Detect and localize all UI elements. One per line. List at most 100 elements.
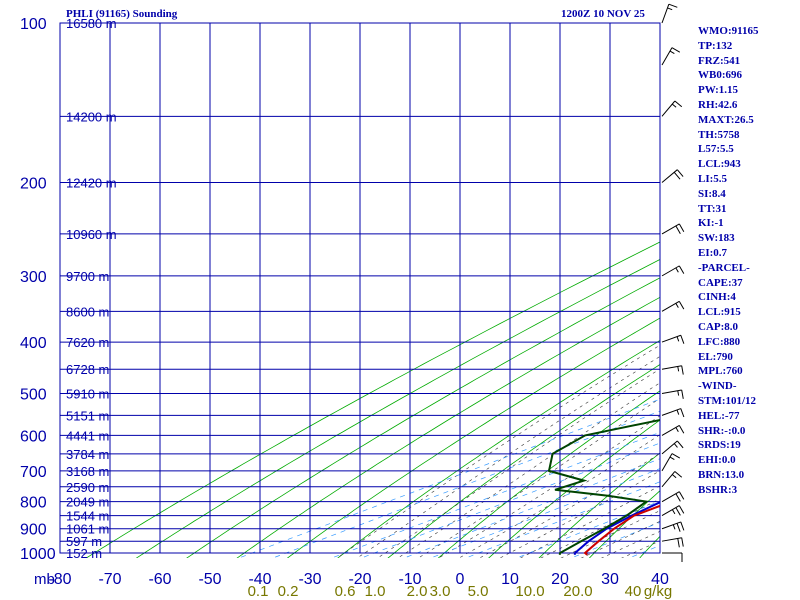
mixing-ratio-label: 0.6: [335, 583, 356, 600]
height-label: 5151 m: [66, 408, 109, 423]
pressure-tick-label: 600: [20, 428, 47, 445]
stat-item: TT:31: [698, 202, 727, 215]
height-label: 10960 m: [66, 227, 117, 242]
wind-barb: [661, 365, 684, 375]
wind-barb: [661, 537, 684, 548]
pressure-tick-label: 200: [20, 176, 47, 193]
height-label: 5910 m: [66, 386, 109, 401]
wind-barb: [661, 3, 678, 24]
wind-barb-staff: [661, 505, 680, 517]
wind-barb-flag: [678, 265, 685, 274]
wind-barb-flag: [680, 408, 685, 418]
wind-barb: [661, 169, 684, 183]
wind-barb-flag: [668, 3, 678, 8]
height-label: 7620 m: [66, 335, 109, 350]
height-label: 6728 m: [66, 362, 109, 377]
pressure-tick-label: 300: [20, 269, 47, 286]
stat-item: CAPE:37: [698, 276, 743, 289]
stat-item: RH:42.6: [698, 98, 738, 111]
wind-barb-staff: [661, 334, 681, 343]
mixing-ratio-line: [237, 398, 660, 558]
stat-item: LCL:915: [698, 306, 741, 319]
stat-item: FRZ:541: [698, 54, 741, 67]
wind-barb-flag: [680, 521, 685, 531]
dry-adiabat: [135, 258, 660, 558]
wind-barb: [661, 471, 683, 488]
moist-adiabat: [600, 531, 660, 558]
mixing-ratio-line: [570, 521, 660, 558]
wind-barb-staff: [661, 47, 673, 66]
dry-adiabat: [786, 23, 800, 564]
wind-barb-half-flag: [671, 474, 677, 479]
mixing-ratio-label: 0.2: [278, 583, 299, 600]
dry-adiabat: [186, 277, 660, 558]
wind-barb-staff: [661, 521, 681, 530]
wind-barb: [661, 47, 681, 66]
mixing-ratio-label: 20.0: [563, 583, 592, 600]
wind-barb-half-flag: [675, 303, 679, 308]
dry-adiabat: [488, 419, 660, 558]
wind-barb: [661, 334, 685, 344]
stat-item: SRDS:19: [698, 439, 741, 452]
mixing-ratio-label: 40: [625, 583, 642, 600]
wind-barb-staff: [661, 424, 680, 436]
moist-adiabat: [580, 520, 660, 558]
stat-item: TP:132: [698, 39, 733, 52]
dry-adiabat: [588, 490, 660, 558]
wind-barb-staff: [661, 300, 680, 312]
wind-barb-staff: [661, 471, 676, 488]
wind-barb-staff: [661, 440, 678, 455]
plot-frame: [59, 22, 661, 554]
wind-barb-flag: [678, 301, 685, 310]
moist-adiabat: [377, 368, 660, 558]
wind-barb-staff: [661, 365, 682, 370]
stat-item: BSHR:3: [698, 483, 738, 496]
pressure-tick-label: 500: [20, 386, 47, 403]
stat-item: BRN:13.0: [698, 468, 745, 481]
stat-item: MAXT:26.5: [698, 113, 754, 126]
stat-item: CINH:4: [698, 291, 736, 304]
height-label: 3784 m: [66, 447, 109, 462]
dry-adiabat: [236, 296, 660, 558]
moist-adiabat: [417, 397, 660, 558]
temperature-tick-label: 30: [601, 571, 619, 588]
height-label: 4441 m: [66, 428, 109, 443]
stat-item: SI:8.4: [698, 187, 726, 200]
wind-barb-half-flag: [675, 267, 679, 273]
wind-barb: [661, 521, 685, 532]
moist-adiabat: [499, 470, 660, 558]
stat-item: SHR:-:0.0: [698, 424, 746, 437]
temperature-trace: [583, 504, 660, 556]
wind-barb-half-flag: [676, 336, 680, 342]
mixing-ratio-label: 2.0: [407, 583, 428, 600]
mixing-ratio-label: 10.0: [515, 583, 544, 600]
height-label: 3168 m: [66, 464, 109, 479]
wind-barb: [661, 424, 685, 436]
dry-adiabat: [538, 452, 660, 558]
temperature-tick-label: -70: [98, 571, 121, 588]
temperature-tick-label: -30: [298, 571, 321, 588]
wind-barb-flag: [671, 453, 681, 459]
wind-barb-staff: [661, 408, 681, 416]
wind-barb-flag: [675, 507, 681, 516]
height-label: 152 m: [66, 546, 102, 561]
mixing-ratio-label: 1.0: [365, 583, 386, 600]
stat-item: HEL:-77: [698, 409, 740, 422]
wind-barb-flag: [678, 505, 685, 514]
moist-adiabat: [356, 356, 660, 558]
dry-adiabat: [286, 317, 660, 558]
height-label: 2049 m: [66, 495, 109, 510]
pressure-tick-label: 1000: [20, 546, 56, 563]
stat-item: -PARCEL-: [698, 261, 750, 274]
stat-item: EL:790: [698, 350, 733, 363]
temperature-tick-label: -50: [198, 571, 221, 588]
dry-adiabat: [387, 364, 660, 558]
wind-barb-flag: [676, 523, 681, 532]
wind-barb: [661, 300, 685, 312]
temperature-tick-label: 0: [456, 571, 465, 588]
temperature-tick-label: -40: [248, 571, 271, 588]
wind-barb-staff: [661, 453, 673, 472]
stat-item: WMO:91165: [698, 25, 759, 37]
wind-barb-flag: [676, 169, 684, 177]
wind-barb-flag: [676, 440, 684, 449]
